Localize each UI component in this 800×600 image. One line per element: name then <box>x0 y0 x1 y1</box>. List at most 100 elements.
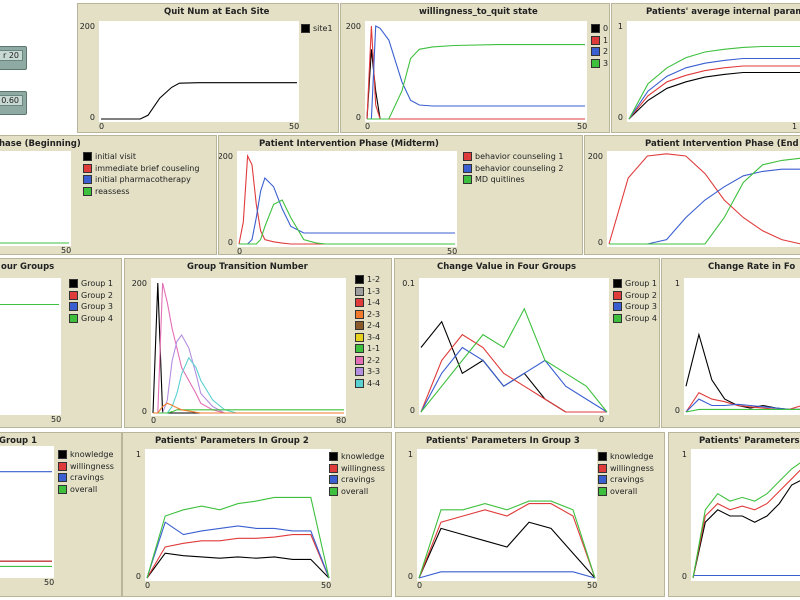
plot-area <box>151 278 346 416</box>
plot-panel: Patient Intervention Phase (End 200 0 <box>584 135 800 255</box>
legend-swatch <box>355 298 364 308</box>
plot-panel: Group 1 50 knowledge willingness cravings ove… <box>0 432 122 597</box>
x-tick-label: 50 <box>61 246 72 255</box>
legend-swatch <box>69 302 78 312</box>
legend-label: willingness <box>341 463 385 473</box>
plot-title: Patient Intervention Phase (End <box>645 139 799 149</box>
series-line <box>420 320 607 413</box>
series-line <box>146 552 330 579</box>
series-line <box>239 199 455 245</box>
plot-panel: Patients' Parameters In Group 2 1 0 0 50 know… <box>122 432 392 597</box>
series-line <box>692 462 800 579</box>
legend-item: overall <box>329 486 385 498</box>
legend-item: 3-4 <box>355 332 380 344</box>
series-line <box>418 503 596 579</box>
legend-label: cravings <box>610 475 644 485</box>
legend-item: knowledge <box>329 451 385 463</box>
legend-swatch <box>83 152 92 162</box>
legend-label: cravings <box>70 473 104 483</box>
x-tick-label: 50 <box>587 581 598 590</box>
legend-label: Group 1 <box>81 279 113 289</box>
series-line <box>420 346 608 413</box>
legend-label: willingness <box>70 461 114 471</box>
plot-panel: Patients' average internal param 1 0 1 <box>611 3 800 133</box>
legend-swatch <box>355 332 364 342</box>
plot-title: Quit Num at Each Site <box>164 7 270 17</box>
legend-label: overall <box>341 486 369 496</box>
line-chart <box>0 242 69 244</box>
plot-legend: Group 1 Group 2 Group 3 Group 4 <box>69 278 113 324</box>
legend-swatch <box>329 452 338 462</box>
legend-item: Group 2 <box>613 290 657 302</box>
parameter-slider-2[interactable]: 0.60 <box>0 91 27 115</box>
series-line <box>153 402 344 414</box>
y-tick-label: 200 <box>79 22 95 31</box>
legend-swatch <box>591 47 600 57</box>
legend-label: site1 <box>313 24 333 34</box>
y-tick-label: 0 <box>681 572 687 581</box>
series-line <box>152 282 344 414</box>
series-line <box>628 57 800 120</box>
plot-panel: hase (Beginning) 50 initial visit immediate… <box>0 135 217 255</box>
legend-label: 1-1 <box>367 344 381 354</box>
plot-area <box>607 151 800 247</box>
legend-swatch <box>58 473 67 483</box>
plot-panel: Quit Num at Each Site 200 0 0 50 site1 <box>77 3 339 133</box>
line-chart <box>152 282 344 414</box>
plot-legend: site1 <box>301 23 333 35</box>
legend-item: overall <box>58 484 114 496</box>
x-tick-label: 0 <box>417 581 423 590</box>
legend-label: overall <box>610 486 638 496</box>
legend-swatch <box>58 484 67 494</box>
legend-item: Group 2 <box>69 290 113 302</box>
plot-legend: 1-2 1-3 1-4 2-3 2-4 3-4 1-1 2-2 3-3 4-4 <box>355 274 380 389</box>
legend-label: MD quitlines <box>475 175 525 185</box>
plot-area <box>145 449 331 581</box>
legend-item: cravings <box>598 474 654 486</box>
x-tick-label: 0 <box>599 415 605 424</box>
legend-swatch <box>591 24 600 34</box>
legend-label: 2-2 <box>367 355 381 365</box>
y-tick-label: 1 <box>135 450 141 459</box>
legend-label: cravings <box>341 475 375 485</box>
legend-swatch <box>613 313 622 323</box>
x-tick-label: 0 <box>99 122 105 131</box>
slider-value: 0.60 <box>0 95 23 106</box>
line-chart <box>366 25 585 120</box>
plot-legend: Group 1 Group 2 Group 3 Group 4 <box>613 278 657 324</box>
legend-swatch <box>463 175 472 185</box>
y-tick-label: 0.1 <box>402 279 415 288</box>
legend-swatch <box>591 58 600 68</box>
legend-item: willingness <box>329 463 385 475</box>
y-tick-label: 0 <box>674 406 680 415</box>
y-tick-label: 1 <box>681 450 687 459</box>
plot-panel: our Groups 50 Group 1 Group 2 Group 3 Group 4 <box>0 258 122 428</box>
legend-label: knowledge <box>610 452 654 462</box>
plot-legend: behavior counseling 1 behavior counseling… <box>463 151 563 186</box>
series-line <box>418 500 596 579</box>
series-line <box>101 82 297 120</box>
legend-item: 2-2 <box>355 355 380 367</box>
parameter-slider-1[interactable]: r 20 <box>0 46 27 70</box>
legend-label: reassess <box>95 186 130 196</box>
series-line <box>420 333 607 413</box>
legend-swatch <box>463 163 472 173</box>
legend-item: 2 <box>591 46 608 58</box>
line-chart <box>418 500 596 579</box>
y-tick-label: 1 <box>407 450 413 459</box>
x-tick-label: 50 <box>51 415 62 424</box>
plot-title: hase (Beginning) <box>0 139 81 149</box>
plot-title: Group Transition Number <box>187 262 308 272</box>
plot-title: Patients' average internal param <box>646 7 800 17</box>
legend-swatch <box>83 163 92 173</box>
legend-item: immediate brief couseling <box>83 163 199 175</box>
legend-label: Group 2 <box>81 290 113 300</box>
legend-item: initial pharmacotherapy <box>83 174 199 186</box>
legend-swatch <box>613 290 622 300</box>
legend-swatch <box>355 275 364 285</box>
x-tick-label: 50 <box>577 122 588 131</box>
legend-swatch <box>329 486 338 496</box>
plot-panel: Group Transition Number 200 0 0 80 1-2 1-3 1-4 2… <box>124 258 392 428</box>
legend-item: Group 1 <box>69 278 113 290</box>
y-tick-label: 0 <box>355 113 361 122</box>
